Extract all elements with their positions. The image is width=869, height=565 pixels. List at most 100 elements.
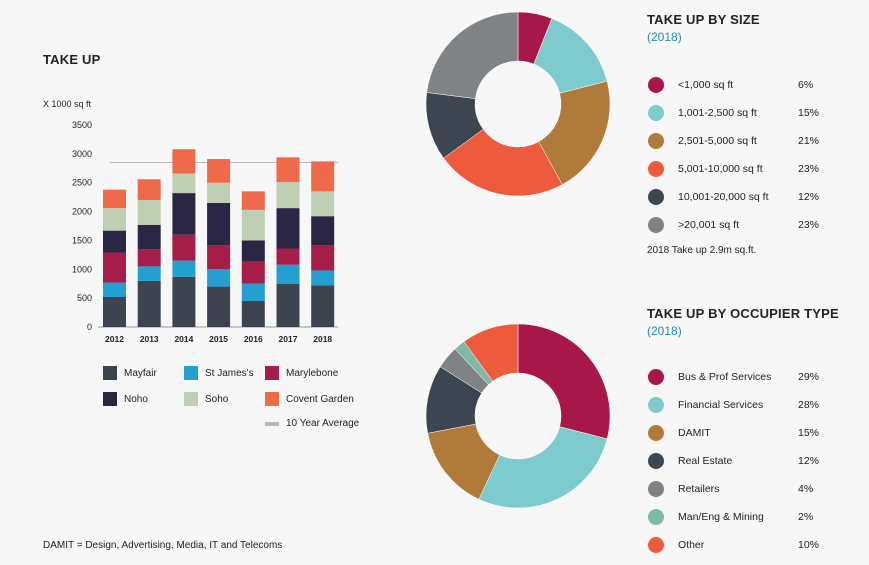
donut-chart-size — [425, 11, 611, 197]
legend-value: 29% — [798, 371, 820, 383]
legend-dot — [648, 397, 664, 413]
legend-st-jamess: St James's — [184, 366, 254, 380]
y-tick-label: 2000 — [72, 207, 92, 217]
legend-row: 5,001-10,000 sq ft 23% — [648, 160, 848, 178]
bar-segment — [241, 261, 265, 284]
legend-10-year-average: 10 Year Average — [265, 418, 359, 429]
legend-value: 21% — [798, 135, 820, 147]
x-tick-label: 2012 — [105, 334, 124, 344]
legend-value: 23% — [798, 163, 820, 175]
legend-row: 10,001-20,000 sq ft 12% — [648, 188, 848, 206]
y-tick-label: 0 — [87, 322, 92, 332]
legend-swatch — [265, 366, 279, 380]
bar-segment — [103, 230, 126, 253]
y-tick-label: 1500 — [72, 235, 92, 245]
legend-label: DAMIT — [678, 427, 711, 439]
legend-value: 15% — [798, 107, 820, 119]
bar-segment — [103, 296, 126, 327]
legend-label: Man/Eng & Mining — [678, 511, 764, 523]
legend-line-swatch — [265, 421, 279, 426]
y-tick-label: 500 — [77, 293, 92, 303]
legend-label: 1,001-2,500 sq ft — [678, 107, 757, 119]
donut-slice — [538, 80, 611, 185]
legend-label: >20,001 sq ft — [678, 219, 740, 231]
bar-segment — [207, 202, 231, 246]
legend-dot — [648, 217, 664, 233]
bar-segment — [103, 208, 126, 231]
legend-row: Real Estate 12% — [648, 452, 848, 470]
donut-slice — [463, 323, 519, 382]
y-tick-label: 1000 — [72, 264, 92, 274]
bar-segment — [172, 149, 196, 174]
legend-value: 28% — [798, 399, 820, 411]
donut-slice — [478, 426, 608, 509]
y-tick-label: 3000 — [72, 149, 92, 159]
bar-segment — [241, 191, 265, 210]
legend-label: Covent Garden — [286, 393, 354, 405]
x-tick-label: 2013 — [140, 334, 159, 344]
legend-soho: Soho — [184, 392, 228, 406]
legend-dot — [648, 77, 664, 93]
legend-swatch — [184, 392, 198, 406]
bar-segment — [207, 182, 231, 203]
bar-segment — [311, 245, 335, 271]
bar-segment — [276, 157, 300, 183]
bar-segment — [137, 200, 161, 225]
legend-dot — [648, 105, 664, 121]
bar-segment — [137, 280, 161, 327]
donut-slice — [517, 323, 611, 440]
legend-dot — [648, 161, 664, 177]
legend-label: St James's — [205, 367, 254, 379]
legend-marylebone: Marylebone — [265, 366, 338, 380]
legend-dot — [648, 369, 664, 385]
legend-value: 23% — [798, 219, 820, 231]
bar-segment — [137, 224, 161, 250]
bar-segment — [311, 216, 335, 246]
bar-segment — [172, 234, 196, 261]
bar-segment — [103, 189, 126, 209]
bar-segment — [207, 286, 231, 327]
x-tick-label: 2015 — [209, 334, 228, 344]
legend-value: 15% — [798, 427, 820, 439]
legend-dot — [648, 509, 664, 525]
legend-label: Soho — [205, 393, 229, 405]
size-chart-title: TAKE UP BY SIZE — [647, 12, 760, 27]
legend-row: 1,001-2,500 sq ft 15% — [648, 104, 848, 122]
bar-segment — [137, 179, 161, 201]
legend-row: Man/Eng & Mining 2% — [648, 508, 848, 526]
legend-dot — [648, 481, 664, 497]
legend-dot — [648, 425, 664, 441]
bar-chart-unit-label: X 1000 sq ft — [43, 99, 92, 109]
legend-swatch — [265, 392, 279, 406]
bar-segment — [207, 269, 231, 287]
bar-segment — [276, 248, 300, 265]
legend-label: 5,001-10,000 sq ft — [678, 163, 763, 175]
legend-dot — [648, 133, 664, 149]
bar-segment — [276, 182, 300, 209]
legend-mayfair: Mayfair — [103, 366, 157, 380]
legend-value: 12% — [798, 191, 820, 203]
bar-segment — [276, 264, 300, 284]
damit-footnote: DAMIT = Design, Advertising, Media, IT a… — [43, 540, 283, 551]
bar-segment — [207, 159, 231, 183]
bar-segment — [241, 283, 265, 302]
bar-segment — [311, 270, 335, 286]
donut-slice — [443, 128, 563, 197]
legend-noho: Noho — [103, 392, 148, 406]
legend-swatch — [184, 366, 198, 380]
legend-label: 10,001-20,000 sq ft — [678, 191, 769, 203]
bar-segment — [311, 191, 335, 217]
donut-slice — [426, 11, 519, 99]
bar-segment — [172, 173, 196, 194]
legend-value: 12% — [798, 455, 820, 467]
legend-label: 10 Year Average — [286, 418, 360, 429]
legend-row: Financial Services 28% — [648, 396, 848, 414]
bar-segment — [103, 282, 126, 297]
legend-swatch — [103, 366, 117, 380]
bar-segment — [172, 260, 196, 277]
legend-value: 4% — [798, 483, 814, 495]
bar-segment — [137, 249, 161, 267]
bar-segment — [207, 245, 231, 270]
bar-segment — [311, 285, 335, 327]
size-chart-year: (2018) — [647, 30, 682, 44]
